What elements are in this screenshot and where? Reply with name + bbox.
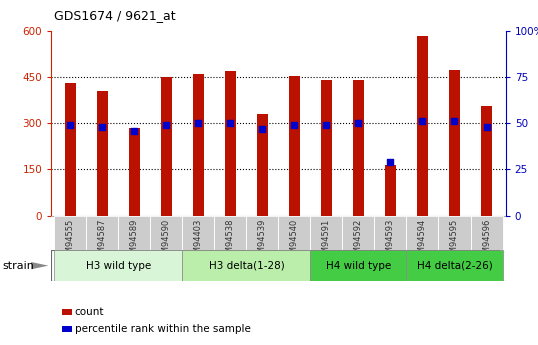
Text: GSM94592: GSM94592 xyxy=(354,218,363,264)
Text: GSM94596: GSM94596 xyxy=(482,218,491,264)
Bar xyxy=(374,216,407,250)
Bar xyxy=(97,91,108,216)
Point xyxy=(418,119,427,124)
Bar xyxy=(481,106,492,216)
Bar xyxy=(246,216,279,250)
Bar xyxy=(129,128,140,216)
Bar xyxy=(385,165,396,216)
Text: GSM94594: GSM94594 xyxy=(418,218,427,264)
Bar xyxy=(471,216,502,250)
Polygon shape xyxy=(31,262,48,269)
Text: GSM94587: GSM94587 xyxy=(98,218,107,264)
Text: percentile rank within the sample: percentile rank within the sample xyxy=(75,324,251,334)
Point xyxy=(258,126,267,132)
Text: count: count xyxy=(75,307,104,317)
Text: GSM94595: GSM94595 xyxy=(450,218,459,264)
Text: H3 wild type: H3 wild type xyxy=(86,261,151,270)
Bar xyxy=(438,216,471,250)
Point xyxy=(450,119,459,124)
Text: H4 wild type: H4 wild type xyxy=(326,261,391,270)
Bar xyxy=(182,250,310,281)
Bar xyxy=(279,216,310,250)
Bar xyxy=(353,80,364,216)
Point xyxy=(130,128,139,134)
Text: GSM94593: GSM94593 xyxy=(386,218,395,264)
Bar xyxy=(65,83,76,216)
Bar xyxy=(407,250,502,281)
Text: H4 delta(2-26): H4 delta(2-26) xyxy=(416,261,492,270)
Point xyxy=(482,124,491,130)
Bar xyxy=(150,216,182,250)
Bar xyxy=(225,71,236,216)
Bar xyxy=(257,114,268,216)
Text: GSM94538: GSM94538 xyxy=(226,218,235,264)
Text: GSM94403: GSM94403 xyxy=(194,218,203,264)
Point xyxy=(322,122,331,128)
Text: GDS1674 / 9621_at: GDS1674 / 9621_at xyxy=(54,9,175,22)
Bar xyxy=(321,80,332,216)
Bar xyxy=(193,74,204,216)
Point xyxy=(162,122,171,128)
Text: H3 delta(1-28): H3 delta(1-28) xyxy=(209,261,284,270)
Point xyxy=(290,122,299,128)
Bar xyxy=(310,250,407,281)
Bar xyxy=(54,216,86,250)
Text: GSM94555: GSM94555 xyxy=(66,218,75,264)
Bar xyxy=(118,216,150,250)
Text: GSM94540: GSM94540 xyxy=(290,218,299,264)
Point xyxy=(386,159,395,165)
Text: GSM94539: GSM94539 xyxy=(258,218,267,264)
Text: strain: strain xyxy=(3,261,34,270)
Point xyxy=(98,124,107,130)
Bar xyxy=(310,216,343,250)
Text: GSM94591: GSM94591 xyxy=(322,218,331,264)
Point xyxy=(66,122,75,128)
Bar xyxy=(86,216,118,250)
Point xyxy=(226,121,235,126)
Point xyxy=(354,121,363,126)
Bar xyxy=(417,36,428,216)
Bar xyxy=(161,77,172,216)
Bar xyxy=(343,216,374,250)
Text: GSM94589: GSM94589 xyxy=(130,218,139,264)
Bar xyxy=(449,69,460,216)
Bar xyxy=(407,216,438,250)
Bar xyxy=(289,76,300,216)
Text: GSM94590: GSM94590 xyxy=(162,218,171,264)
Bar xyxy=(182,216,214,250)
Bar xyxy=(214,216,246,250)
Point xyxy=(194,121,203,126)
Bar xyxy=(54,250,182,281)
